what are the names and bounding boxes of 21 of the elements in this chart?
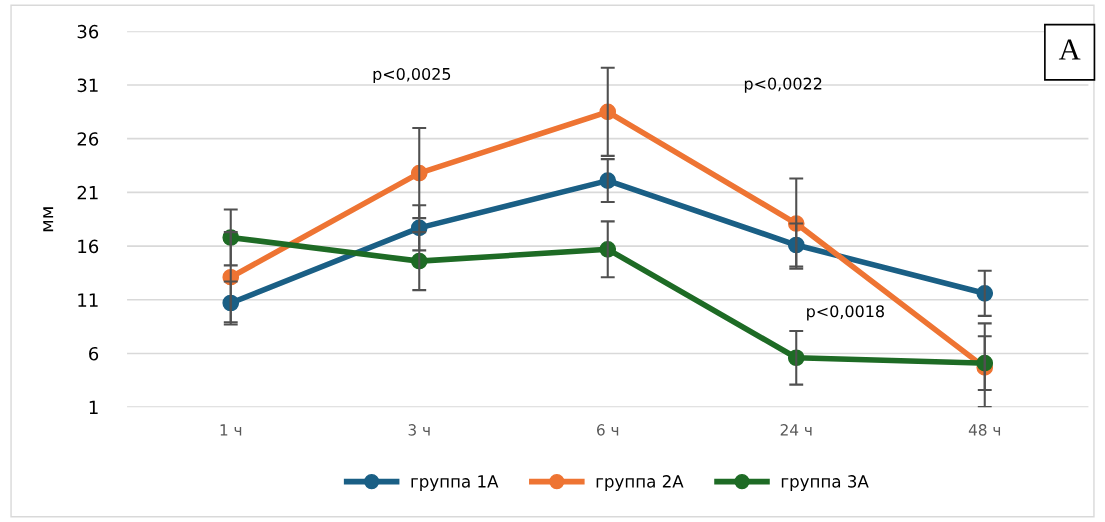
y-tick-label: 26 — [77, 132, 99, 146]
y-tick-label: 21 — [77, 185, 98, 200]
x-tick-label: 24 ч — [780, 424, 812, 436]
annotation: p<0,0022 — [744, 77, 822, 93]
annotation: p<0,0018 — [807, 305, 884, 321]
y-tick-label: 16 — [78, 239, 99, 254]
legend-label: группа 1А — [411, 475, 499, 491]
y-tick-label: 36 — [77, 24, 99, 39]
x-tick-label: 48 ч — [968, 424, 1001, 436]
y-tick-label: 31 — [77, 78, 98, 93]
x-tick-label: 1 ч — [220, 424, 242, 436]
annotation: A — [1058, 39, 1081, 60]
y-tick-label: 11 — [78, 293, 98, 307]
legend-label: группа 3А — [781, 475, 869, 491]
y-tick-label: 6 — [89, 346, 99, 361]
annotation: p<0,0025 — [373, 67, 451, 84]
x-tick-label: 3 ч — [408, 424, 430, 436]
y-axis-title: мм — [43, 207, 54, 232]
legend-label: группа 2А — [596, 475, 684, 491]
y-tick-label: 1 — [89, 400, 98, 415]
x-tick-label: 6 ч — [597, 424, 619, 436]
